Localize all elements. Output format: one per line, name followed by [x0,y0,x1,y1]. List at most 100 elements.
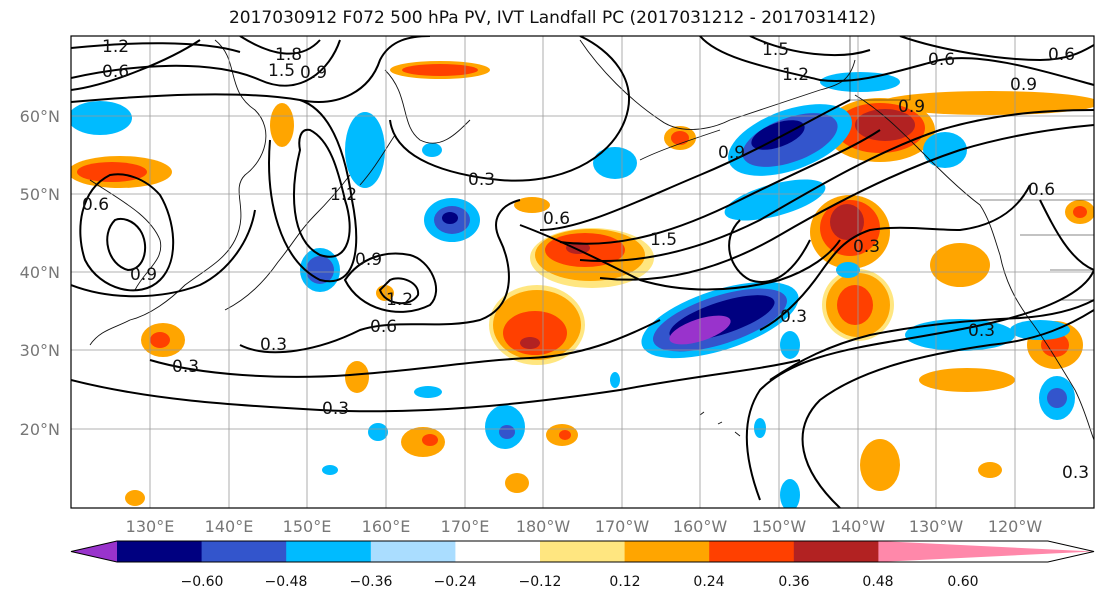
lon-label: 130°W [909,517,964,536]
pv-negative-anomaly [780,479,800,508]
contour-label: 0.6 [82,195,109,215]
contour-line [539,99,851,231]
contour-label: 0.9 [898,97,925,117]
contour-line [1039,199,1094,271]
pv-positive-anomaly [855,109,915,141]
map-panel: 1.2 1.8 1.5 0.6 0.9 0.6 1.2 1.5 0.9 0.6 … [71,36,1094,508]
contour-line [293,128,351,258]
lat-label: 40°N [20,263,60,282]
pv-contours [71,36,1094,508]
contour-line [71,39,341,87]
pv-positive-anomaly [978,462,1002,478]
colorbar: −0.60 −0.48 −0.36 −0.24 −0.12 0.12 0.24 … [70,540,1095,590]
colorbar-segment [71,541,117,562]
contour-label: 0.3 [780,307,807,327]
colorbar-tick-label: 0.36 [778,574,809,590]
pv-positive-anomaly [125,490,145,506]
colorbar-tick-label: 0.24 [693,574,724,590]
pv-shading [71,61,1094,508]
pv-negative-anomaly [499,425,515,439]
contour-label: 0.9 [300,63,327,83]
contour-label: 0.6 [1028,180,1055,200]
lon-label: 150°W [752,517,807,536]
contour-label: 0.6 [543,209,570,229]
contour-label: 1.2 [102,37,129,57]
colorbar-tick-labels: −0.60 −0.48 −0.36 −0.24 −0.12 0.12 0.24 … [181,574,979,590]
pv-positive-anomaly [402,64,478,76]
contour-label: 0.9 [718,143,745,163]
pv-positive-anomaly [919,368,1015,392]
contour-label: 1.8 [275,45,302,65]
lon-label: 150°E [283,517,332,536]
hawaii-islands [699,411,741,437]
contour-line [79,173,175,292]
colorbar-segments [70,540,1095,563]
kamchatka-coast [384,69,471,144]
pv-positive-anomaly [566,242,590,254]
pv-positive-anomaly [503,311,567,355]
contour-label: 1.2 [386,290,413,310]
contour-labels: 1.2 1.8 1.5 0.6 0.9 0.6 1.2 1.5 0.9 0.6 … [82,37,1089,483]
japan-coast [224,174,351,311]
pv-positive-anomaly [520,337,540,349]
contour-label: 0.3 [468,170,495,190]
pv-negative-anomaly [1047,388,1067,408]
pv-positive-anomaly [671,131,689,145]
coastlines [89,36,1094,441]
pv-negative-anomaly [593,147,637,179]
contour-label: 0.3 [172,357,199,377]
colorbar-segment [455,541,541,562]
asia-coast [89,39,267,346]
contour-line [699,36,1094,86]
pv-negative-anomaly [1010,320,1070,340]
korea-china-coast [89,179,162,291]
pv-negative-anomaly [836,262,860,278]
contour-line [519,224,841,291]
colorbar-tick-label: −0.24 [434,574,477,590]
contour-label: 0.9 [1010,75,1037,95]
colorbar-segment [201,541,287,562]
lon-label: 160°W [673,517,728,536]
contour-line [579,109,1094,262]
pv-negative-anomaly [820,72,900,92]
contour-line [599,124,1094,281]
contour-line [71,42,241,53]
lat-label: 30°N [20,341,60,360]
nw-america-coast [854,94,1001,256]
colorbar-tick-label: 0.48 [862,574,893,590]
colorbar-tick-label: −0.36 [350,574,393,590]
contour-label: 0.9 [130,265,157,285]
map-title: 2017030912 F072 500 hPa PV, IVT Landfall… [228,8,876,28]
lat-label: 60°N [20,107,60,126]
contour-line [268,99,358,283]
pv-positive-anomaly [422,434,438,446]
pv-positive-anomaly [837,285,873,325]
pv-positive-anomaly [270,103,294,147]
pv-negative-anomaly [754,418,766,438]
colorbar-tick-label: −0.60 [181,574,224,590]
colorbar-segment [117,541,203,562]
colorbar-segment [370,541,456,562]
pv-positive-anomaly [860,439,900,491]
pv-negative-anomaly [780,331,800,359]
pv-positive-anomaly [1073,206,1087,218]
contour-line [71,36,431,103]
colorbar-tick-label: 0.60 [947,574,978,590]
contour-label: 0.6 [102,62,129,82]
colorbar-segment [878,541,1094,562]
contour-line [899,36,1094,62]
contour-line [71,359,801,413]
colorbar-segment [793,541,879,562]
pv-negative-anomaly [422,143,442,157]
lat-label: 20°N [20,420,60,439]
contour-label: 0.6 [1048,45,1075,65]
pv-positive-anomaly [930,243,990,287]
contour-label: 1.5 [762,40,789,60]
lat-label: 50°N [20,185,60,204]
pv-positive-anomaly [514,197,550,213]
colorbar-outline [70,540,1095,563]
contour-line [745,269,1094,501]
contour-label: 0.6 [370,317,397,337]
contour-line [71,39,201,91]
contour-label: 0.3 [968,321,995,341]
